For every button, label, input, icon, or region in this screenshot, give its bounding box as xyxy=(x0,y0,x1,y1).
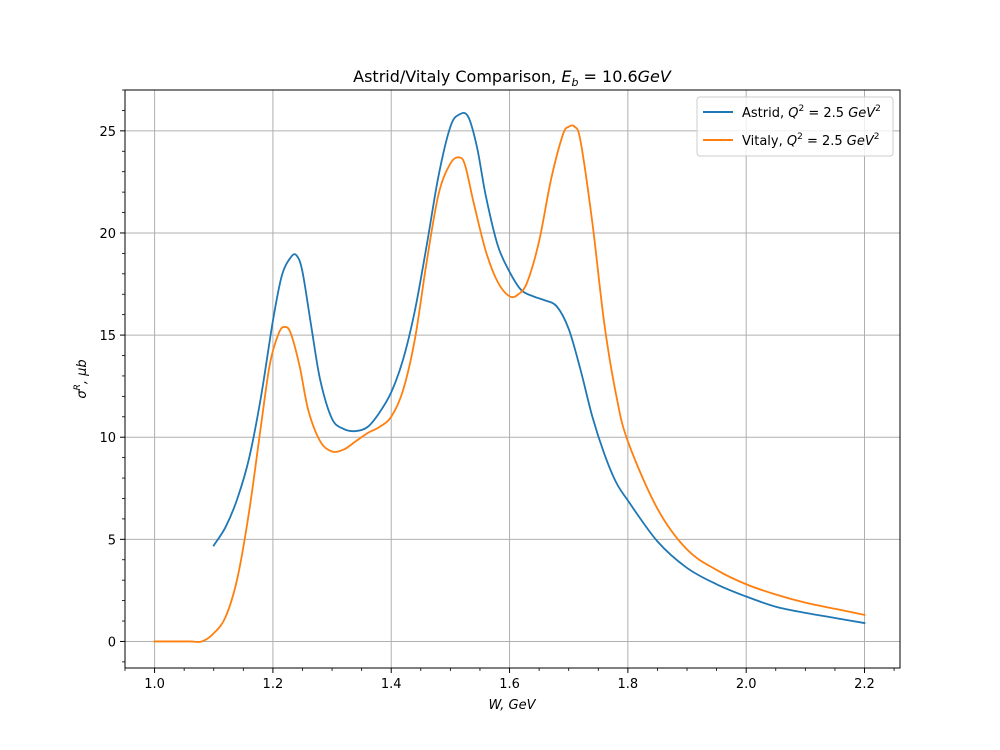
chart-title-text: Astrid/Vitaly Comparison, xyxy=(353,67,561,86)
series-line-astrid xyxy=(212,111,866,625)
legend-label-astrid: Astrid, Q2 = 2.5 GeV2 xyxy=(742,104,881,121)
x-axis-label: W, GeV xyxy=(488,698,536,713)
y-tick-label: 15 xyxy=(99,329,116,344)
legend: Astrid, Q2 = 2.5 GeV2 Vitaly, Q2 = 2.5 G… xyxy=(696,96,894,157)
legend-label-astrid-prefix: Astrid, xyxy=(742,106,788,121)
y-tick-label: 25 xyxy=(99,125,116,140)
chart-title-math-rest: = 10.6 xyxy=(578,67,637,86)
axes-frame xyxy=(124,89,901,669)
chart-title-math-unit: GeV xyxy=(638,67,672,86)
x-tick-label: 2.0 xyxy=(736,677,757,692)
y-axis-label: σR, μb xyxy=(73,359,90,398)
grid xyxy=(125,90,900,668)
chart-title-math-var: E xyxy=(561,67,572,86)
x-tick-label: 1.6 xyxy=(499,677,520,692)
x-tick-label: 2.2 xyxy=(854,677,875,692)
series-line-vitaly xyxy=(153,124,866,643)
legend-box xyxy=(696,96,894,157)
y-tick-label: 5 xyxy=(108,533,116,548)
x-tick-label: 1.0 xyxy=(144,677,165,692)
y-axis-label-rest: , μb xyxy=(75,359,90,384)
x-tick-label: 1.8 xyxy=(618,677,639,692)
axis-ticks: 1.0 1.2 1.4 1.6 1.8 2.0 2.2 0 5 10 15 20 25 xyxy=(99,89,895,692)
legend-label-vitaly: Vitaly, Q2 = 2.5 GeV2 xyxy=(742,132,880,149)
y-tick-label: 0 xyxy=(108,635,116,650)
x-tick-label: 1.2 xyxy=(263,677,284,692)
y-axis-label-symbol: σ xyxy=(75,390,90,399)
x-tick-label: 1.4 xyxy=(381,677,402,692)
chart-title-math-sub: b xyxy=(571,76,578,89)
plot-area xyxy=(153,111,866,643)
chart-title: Astrid/Vitaly Comparison, Eb = 10.6GeV xyxy=(353,67,672,89)
y-tick-label: 20 xyxy=(99,227,116,242)
y-tick-label: 10 xyxy=(99,431,116,446)
y-axis-label-sup: R xyxy=(73,384,83,390)
legend-label-vitaly-prefix: Vitaly, xyxy=(742,134,787,149)
